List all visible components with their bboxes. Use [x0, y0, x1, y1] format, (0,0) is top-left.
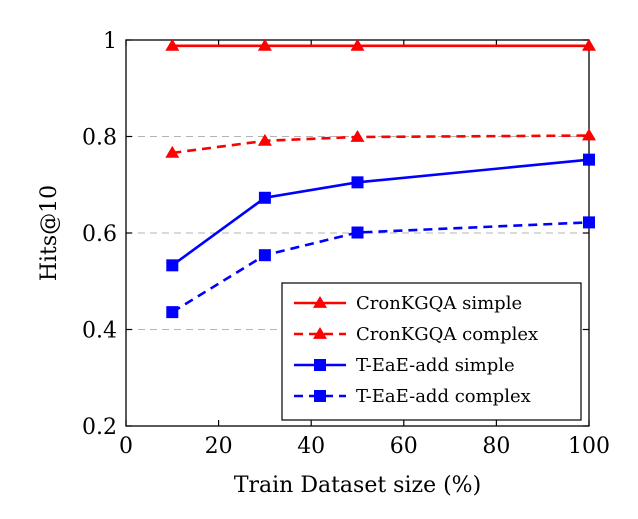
- y-tick-label: 0.8: [82, 126, 117, 151]
- data-point: [582, 38, 596, 51]
- series-line: [172, 134, 590, 155]
- legend-swatch-marker: [313, 327, 327, 339]
- data-point: [350, 129, 365, 142]
- x-tick-label: 100: [568, 434, 610, 459]
- legend-label: T-EaE-add complex: [356, 386, 531, 407]
- series-3: [166, 216, 595, 319]
- data-point: [583, 216, 595, 229]
- data-point: [351, 176, 364, 189]
- y-tick-label: 0.6: [82, 222, 117, 247]
- legend-swatch-marker: [313, 296, 327, 308]
- data-point: [166, 306, 179, 319]
- legend-label: T-EaE-add simple: [356, 355, 515, 376]
- data-point: [583, 153, 595, 166]
- data-point: [351, 226, 364, 239]
- y-tick-label: 1: [103, 29, 117, 54]
- x-tick-label: 0: [119, 434, 133, 459]
- x-tick-label: 80: [482, 434, 510, 459]
- series-line: [171, 221, 590, 314]
- data-point: [165, 145, 180, 158]
- legend-entry: CronKGQA complex: [294, 324, 538, 345]
- data-point: [257, 133, 272, 146]
- x-tick-label: 20: [205, 434, 233, 459]
- data-point: [257, 38, 272, 51]
- data-point: [258, 249, 271, 262]
- series-2: [166, 153, 595, 272]
- tick-labels: 0 20 40 60 80 100 0.2 0.4 0.6 0.8 1: [82, 29, 610, 459]
- legend: CronKGQA simple CronKGQA complex T-EaE-add…: [281, 282, 582, 421]
- series-line: [171, 158, 590, 267]
- data-point: [258, 191, 271, 204]
- y-tick-label: 0.4: [82, 319, 117, 344]
- y-axis-label: Hits@10: [37, 185, 62, 281]
- legend-entry: T-EaE-add simple: [294, 355, 515, 376]
- x-tick-label: 40: [297, 434, 325, 459]
- series-1: [165, 128, 596, 158]
- legend-swatch-marker: [314, 359, 326, 371]
- data-point: [582, 128, 596, 141]
- series-group: [165, 38, 596, 319]
- legend-entry: T-EaE-add complex: [294, 386, 531, 407]
- data-point: [350, 38, 365, 51]
- legend-label: CronKGQA complex: [356, 324, 538, 345]
- legend-swatch-marker: [314, 390, 326, 402]
- data-point: [165, 38, 180, 51]
- series-0: [165, 38, 596, 51]
- data-point: [166, 259, 179, 272]
- x-axis-label: Train Dataset size (%): [234, 473, 481, 498]
- y-tick-label: 0.2: [82, 415, 117, 440]
- legend-entry: CronKGQA simple: [294, 293, 522, 314]
- legend-label: CronKGQA simple: [356, 293, 522, 314]
- x-tick-label: 60: [390, 434, 418, 459]
